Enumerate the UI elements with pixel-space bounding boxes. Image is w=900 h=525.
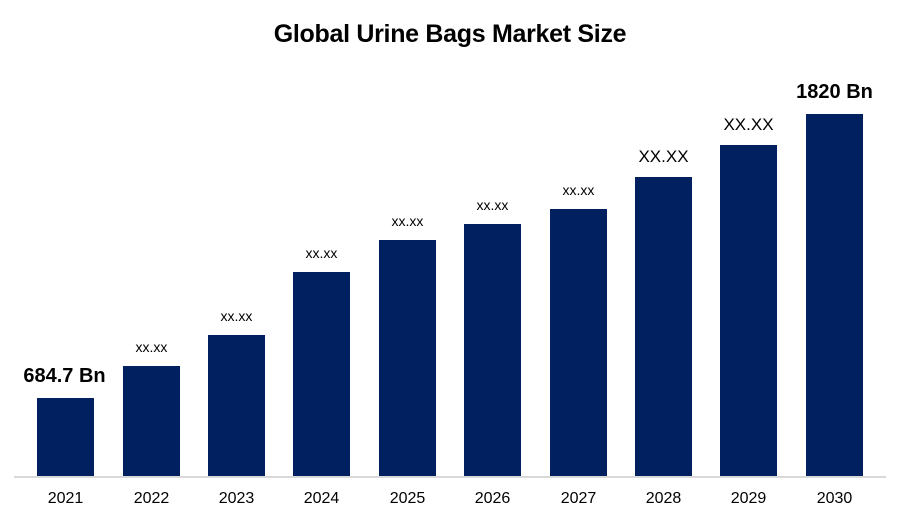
data-label-2028: XX.XX: [638, 147, 689, 166]
bar-2030: [806, 114, 863, 476]
bar-2026: [464, 224, 521, 476]
data-label-2024: xx.xx: [305, 245, 338, 261]
x-tick-label-2023: 2023: [218, 490, 255, 507]
x-tick-label-2029: 2029: [730, 490, 767, 507]
x-axis-line: [14, 476, 886, 478]
bar-2027: [550, 209, 607, 476]
bar-2029: [720, 145, 777, 476]
x-tick-label-2024: 2024: [303, 490, 340, 507]
x-tick-label-2021: 2021: [47, 490, 84, 507]
data-label-2030: 1820 Bn: [796, 81, 873, 103]
bar-2022: [123, 366, 180, 476]
data-label-2022: xx.xx: [135, 339, 168, 355]
data-label-2027: xx.xx: [562, 182, 595, 198]
data-label-2029: XX.XX: [723, 115, 774, 134]
x-tick-label-2028: 2028: [645, 490, 682, 507]
data-label-2025: xx.xx: [391, 213, 424, 229]
x-tick-label-2025: 2025: [389, 490, 426, 507]
bar-2023: [208, 335, 265, 476]
data-label-2026: xx.xx: [476, 197, 509, 213]
bar-2024: [293, 272, 350, 476]
data-label-2023: xx.xx: [220, 308, 253, 324]
chart-title: Global Urine Bags Market Size: [273, 20, 627, 48]
x-tick-label-2027: 2027: [560, 490, 597, 507]
x-tick-label-2026: 2026: [474, 490, 511, 507]
data-label-2021: 684.7 Bn: [23, 365, 106, 387]
bar-2028: [635, 177, 692, 476]
bar-2021: [37, 398, 94, 476]
bar-2025: [379, 240, 436, 476]
x-tick-label-2022: 2022: [133, 490, 170, 507]
x-tick-label-2030: 2030: [816, 490, 853, 507]
